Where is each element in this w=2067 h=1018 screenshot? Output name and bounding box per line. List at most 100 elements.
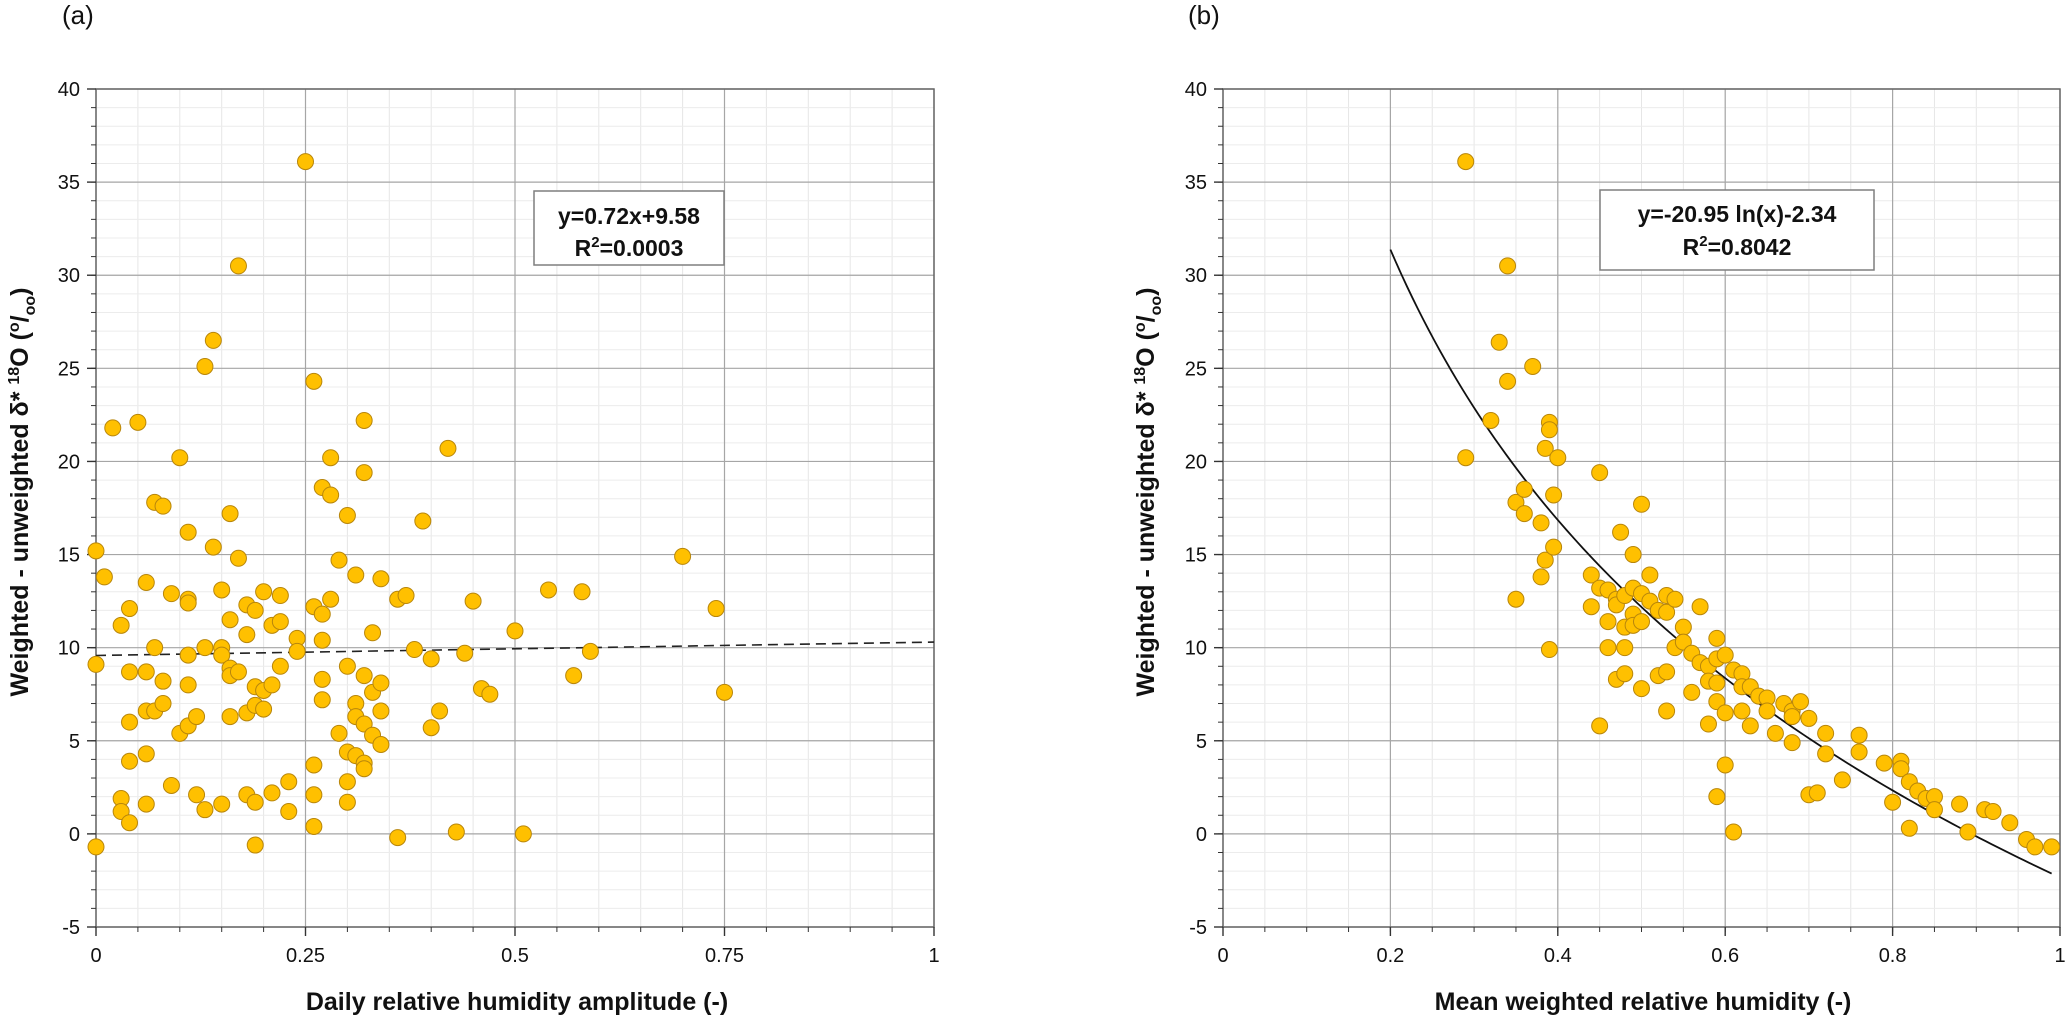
panel-a-data-point: [188, 708, 206, 726]
panel-a-data-point: [707, 600, 725, 618]
panel-a-data-point: [581, 642, 599, 660]
panel-b-data-point: [1490, 333, 1508, 351]
panel-b-data-point: [1545, 486, 1563, 504]
panel-a-data-point: [280, 803, 298, 821]
panel-a-data-point: [280, 773, 298, 791]
panel-b-data-point: [1545, 538, 1563, 556]
panel-a-data-point: [313, 691, 331, 709]
panel-b-data-point: [1817, 724, 1835, 742]
panel-a-y-tick-label: 5: [69, 731, 80, 753]
panel-a-data-point: [87, 655, 105, 673]
panel-a-data-point: [221, 611, 239, 629]
panel-b-y-tick-label: 15: [1185, 545, 1207, 567]
panel-b-data-point: [1457, 449, 1475, 467]
panel-b-x-axis-title: Mean weighted relative humidity (-): [1435, 988, 1852, 1016]
panel-a-data-point: [95, 568, 113, 586]
panel-a-data-point: [146, 639, 164, 657]
panel-a-data-point: [355, 411, 373, 429]
panel-b-r-squared: R2=0.8042: [1683, 233, 1792, 260]
panel-b-data-point: [1850, 743, 1868, 761]
panel-a-data-point: [372, 736, 390, 754]
panel-a-data-point: [338, 793, 356, 811]
panel-b-data-point: [1800, 709, 1818, 727]
panel-b-data-point: [1658, 702, 1676, 720]
panel-a-data-point: [355, 464, 373, 482]
panel-a-data-point: [540, 581, 558, 599]
panel-a-equation-frame: [533, 190, 725, 266]
panel-a-data-point: [179, 676, 197, 694]
panel-a-data-point: [422, 719, 440, 737]
panel-b-x-tick-label: 0: [1217, 945, 1228, 967]
panel-b-data-point: [1666, 590, 1684, 608]
panel-b-data-point: [1758, 702, 1776, 720]
panel-a-x-axis-title: Daily relative humidity amplitude (-): [306, 988, 728, 1016]
panel-b-tick-labels: 0 0.2 0.4 0.6 0.8 1 -5 0 5 10 15 20 25 30 35 40: [1185, 79, 2066, 967]
panel-b-data-point: [1599, 639, 1617, 657]
panel-b-x-tick-label: 1: [2054, 945, 2065, 967]
panel-b-data-point: [1499, 257, 1517, 275]
panel-a-label: (a): [62, 0, 94, 30]
panel-b-data-point: [1984, 803, 2002, 821]
panel-a-data-point: [196, 639, 214, 657]
panel-a-data-point: [121, 814, 139, 832]
panel-b-data-point: [1959, 823, 1977, 841]
panel-b-data-point: [1599, 613, 1617, 631]
panel-b-data-point: [1507, 590, 1525, 608]
panel-a-data-point: [514, 825, 532, 843]
panel-a-data-point: [338, 773, 356, 791]
panel-a-data-point: [305, 786, 323, 804]
panel-a-data-point: [414, 512, 432, 530]
panel-b-y-tick-label: 0: [1196, 824, 1207, 846]
panel-b-data-point: [1532, 514, 1550, 532]
panel-a-data-point: [255, 583, 273, 601]
panel-a-x-tick-label: 1: [928, 945, 939, 967]
panel-a-tick-labels: 0 0.25 0.5 0.75 1 -5 0 5 10 15 20 25 30 35 40: [58, 79, 940, 967]
panel-a-data-point: [179, 646, 197, 664]
panel-a-data-point: [431, 702, 449, 720]
panel-a-data-point: [271, 613, 289, 631]
panel-b-scatter: (b) 0 0.2 0.4 0.6 0.8 1 -5 0 5 10 15 20 25 30 35 40 y=-…: [1132, 0, 2066, 1016]
panel-a-data-point: [129, 413, 147, 431]
panel-b-fit-curve: [1389, 249, 2053, 875]
panel-a-data-point: [213, 581, 231, 599]
panel-a-data-point: [137, 795, 155, 813]
panel-a-scatter: (a) 0 0.25 0.5 0.75 1 -5 0 5 10 15 20 25 30 35 40 y=0.…: [6, 0, 940, 1016]
panel-b-x-tick-label: 0.6: [1711, 945, 1739, 967]
panel-b-data-point: [1633, 680, 1650, 698]
panel-b-equation-box: y=-20.95 ln(x)-2.34 R2=0.8042: [1599, 189, 1875, 271]
panel-a-data-point: [330, 724, 348, 742]
panel-b-data-point: [1536, 551, 1554, 569]
panel-b-data-point: [1674, 618, 1692, 636]
panel-b-data-point: [1658, 603, 1676, 621]
panel-a-data-point: [104, 419, 122, 437]
panel-b-y-tick-label: 35: [1185, 172, 1207, 194]
panel-b-data-point: [1457, 153, 1475, 171]
panel-b-data-point: [1900, 819, 1918, 837]
panel-a-data-point: [347, 566, 365, 584]
panel-b-data-point: [1708, 788, 1726, 806]
panel-a-data-point: [565, 667, 583, 685]
panel-a-data-point: [112, 616, 130, 634]
panel-a-data-point: [389, 829, 407, 847]
panel-b-data-point: [1884, 793, 1902, 811]
panel-a-data-point: [154, 672, 172, 690]
panel-a-r-squared: R2=0.0003: [575, 234, 684, 261]
panel-a-points: [87, 153, 733, 856]
panel-b-data-point: [1766, 724, 1784, 742]
panel-a-y-tick-label: 40: [58, 79, 80, 101]
panel-a-fit-line: [95, 641, 935, 657]
panel-a-data-point: [87, 838, 105, 856]
panel-a-trendline: [95, 641, 935, 657]
panel-a-data-point: [229, 549, 247, 567]
panel-a-data-point: [674, 547, 692, 565]
panel-b-data-point: [1725, 823, 1743, 841]
panel-b-gridlines: [1222, 88, 2061, 928]
panel-a-data-point: [338, 657, 356, 675]
panel-b-data-point: [1591, 464, 1609, 482]
panel-b-y-tick-label: 30: [1185, 265, 1207, 287]
panel-a-data-point: [506, 622, 524, 640]
panel-a-data-point: [271, 587, 289, 605]
panel-a-x-tick-label: 0.25: [286, 945, 325, 967]
panel-b-data-point: [1540, 641, 1558, 659]
panel-a-y-tick-label: 10: [58, 638, 80, 660]
